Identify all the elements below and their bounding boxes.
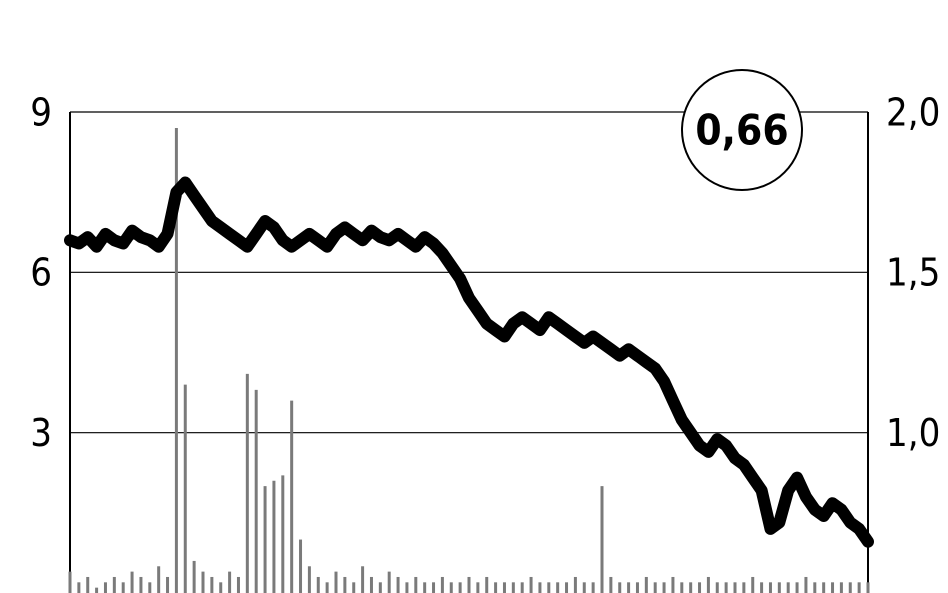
right-tick-label: 1,0 xyxy=(886,411,940,455)
left-tick-label: 9 xyxy=(30,90,52,134)
stock-chart: 3 6 9 1,0 1,5 2,0 0,66 xyxy=(0,0,948,593)
left-tick-label: 3 xyxy=(30,411,52,455)
chart-svg: 3 6 9 1,0 1,5 2,0 0,66 xyxy=(0,0,948,593)
callout-value: 0,66 xyxy=(695,106,788,155)
right-tick-label: 1,5 xyxy=(886,251,940,295)
left-tick-label: 6 xyxy=(30,251,52,295)
right-tick-label: 2,0 xyxy=(886,90,940,134)
